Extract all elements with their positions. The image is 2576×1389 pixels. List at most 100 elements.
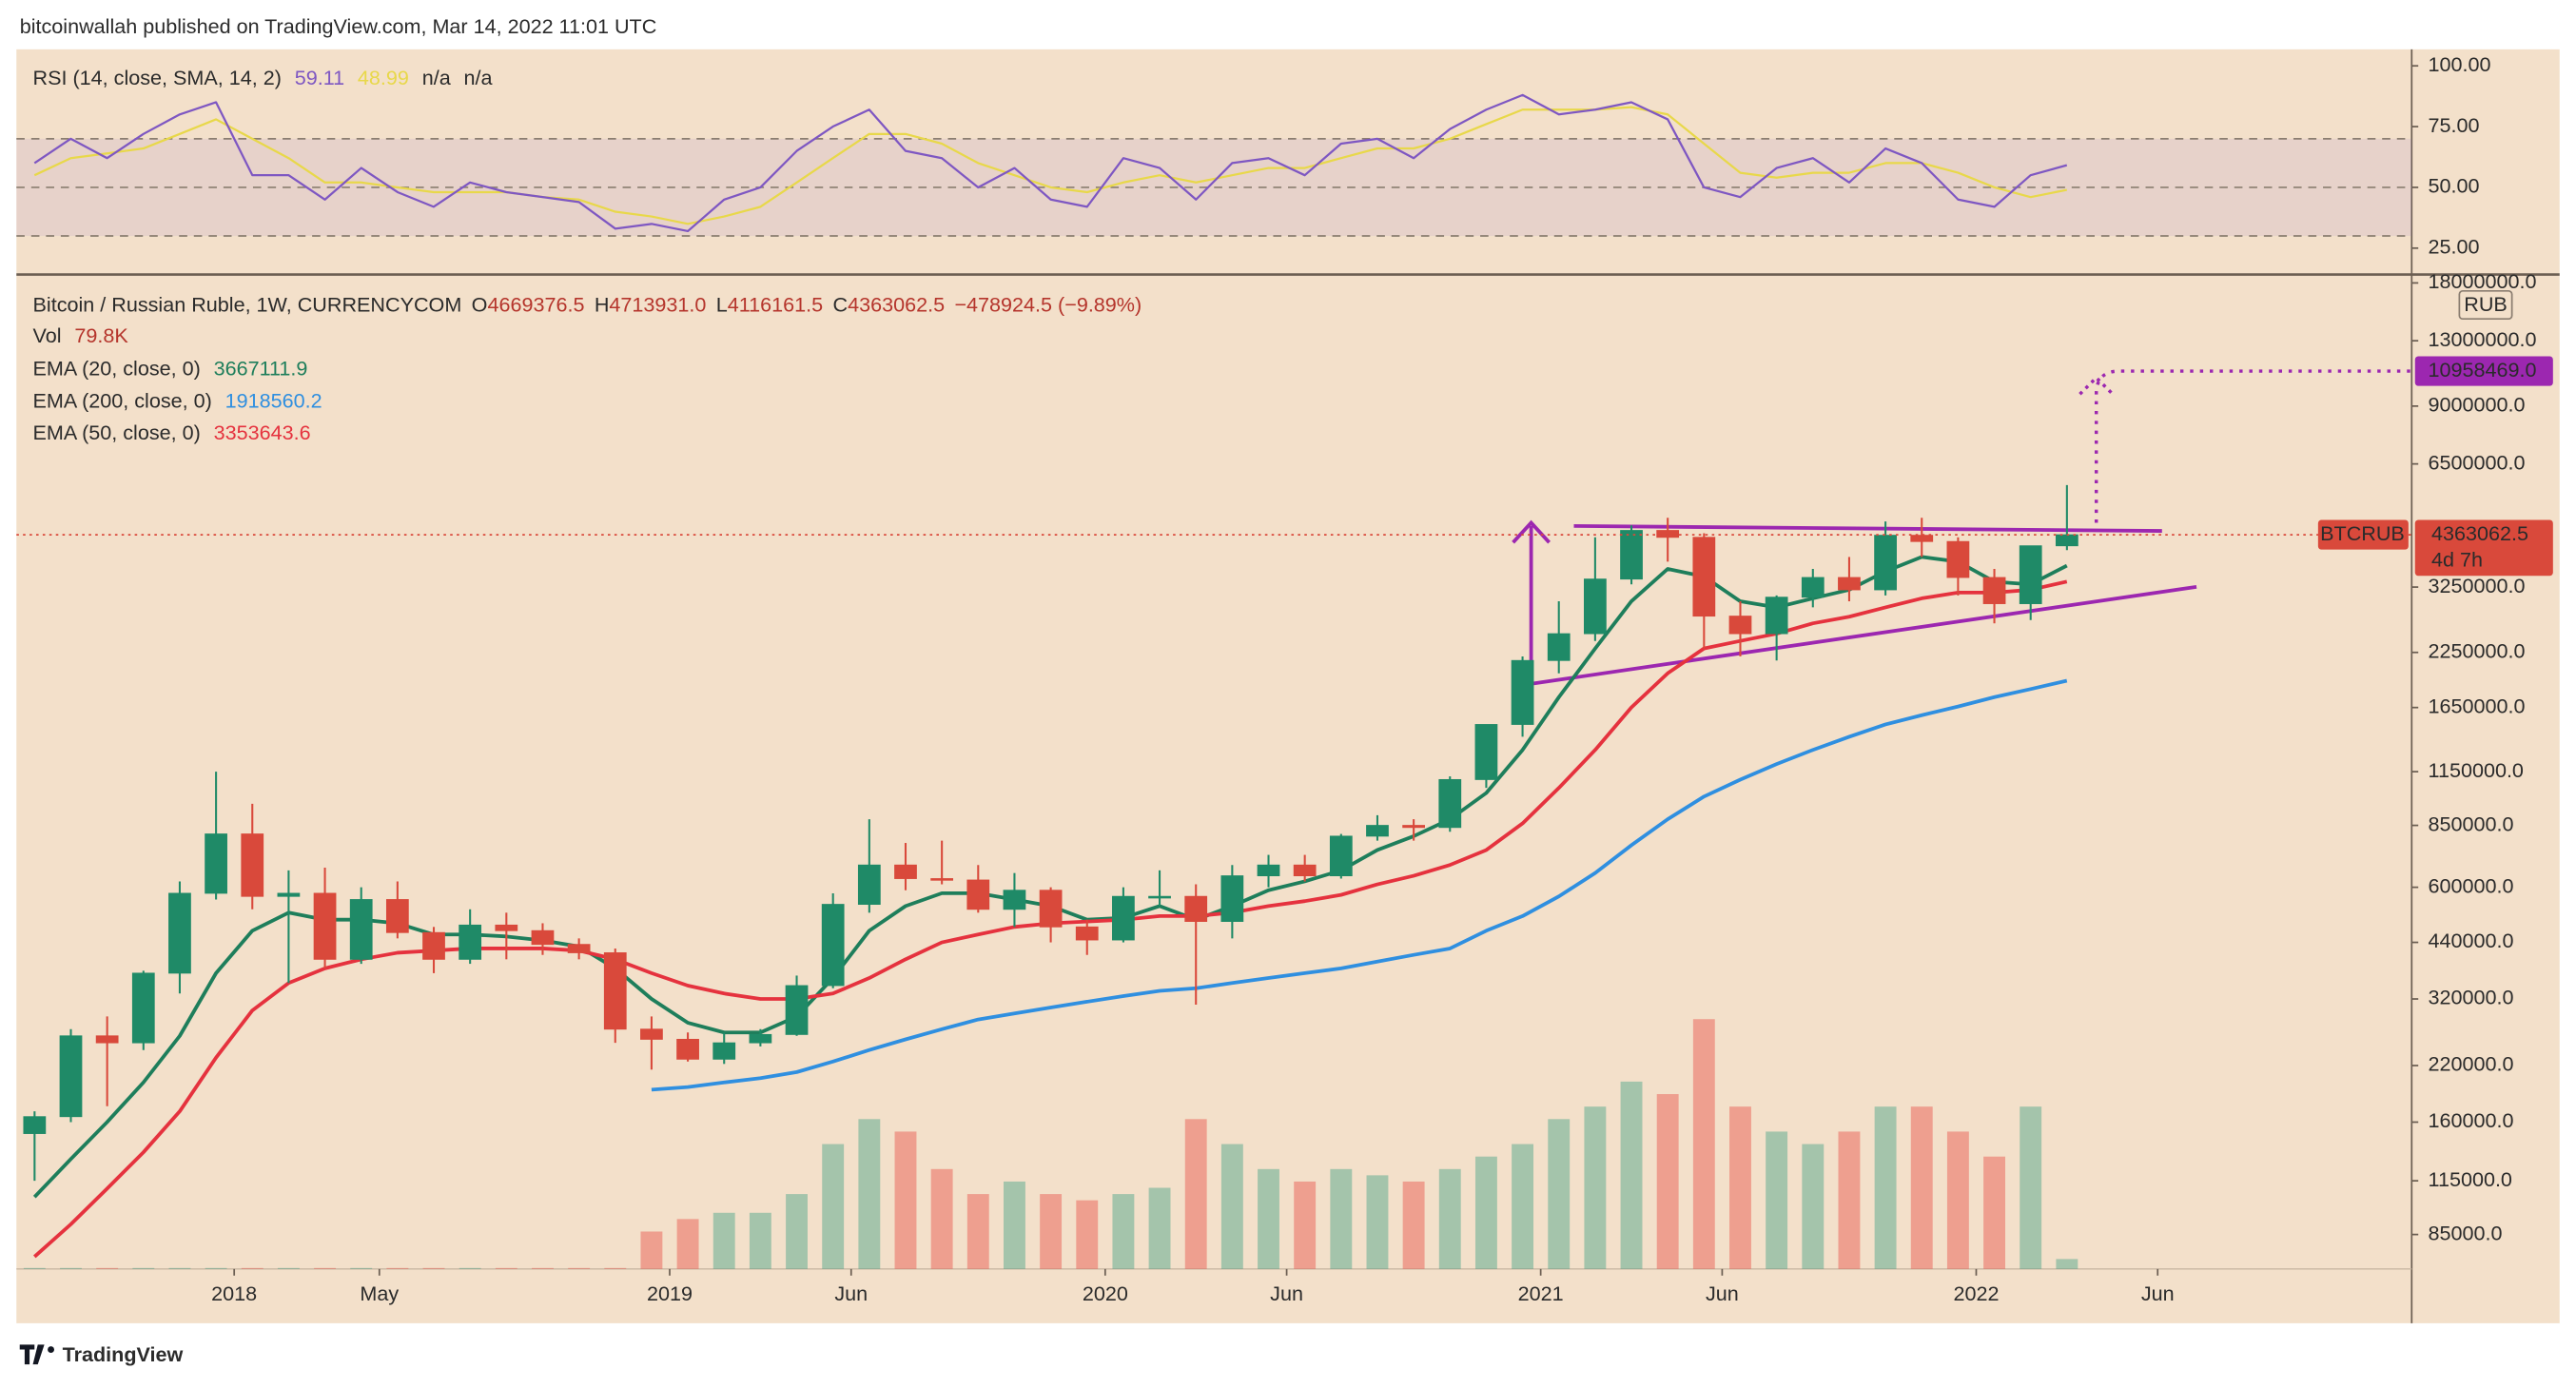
candle-body	[857, 864, 881, 906]
y-tick-label: 100.00	[2429, 52, 2491, 76]
x-tick-label: 2020	[1083, 1281, 1128, 1305]
candle-body	[1838, 577, 1861, 591]
volume-bar	[96, 1267, 119, 1269]
y-tick-label: 75.00	[2429, 113, 2480, 137]
candle-body	[1874, 535, 1897, 591]
volume-bar	[822, 1144, 845, 1269]
candle-body	[23, 1116, 47, 1134]
y-tick-label: 115000.0	[2429, 1167, 2512, 1191]
volume-legend: Vol 79.8K	[33, 323, 129, 347]
ema-value: 3353643.6	[214, 421, 311, 444]
brand-logo	[19, 1344, 54, 1365]
candle-body	[1220, 875, 1244, 922]
volume-bar	[1220, 1144, 1243, 1269]
volume-bar	[1184, 1119, 1207, 1269]
ohlc-value: 4669376.5	[487, 292, 584, 316]
volume-bar	[930, 1168, 953, 1269]
volume-bar	[132, 1267, 155, 1269]
target-tag	[2414, 356, 2553, 386]
volume-bar	[314, 1267, 337, 1269]
volume-bar	[1983, 1156, 2005, 1269]
volume-bar	[640, 1231, 663, 1269]
candle-body	[1402, 825, 1425, 829]
candle-body	[531, 929, 555, 946]
candle-body	[168, 892, 191, 974]
target-label: 10958469.0	[2429, 358, 2537, 381]
x-tick-label: 2021	[1518, 1281, 1564, 1305]
support-line	[1531, 584, 2197, 686]
symbol-tag-label: BTCRUB	[2320, 521, 2405, 545]
volume-bar	[1584, 1106, 1607, 1269]
candle-body	[1620, 530, 1643, 580]
volume-bar	[1004, 1181, 1025, 1269]
target-projection	[2094, 369, 2412, 523]
volume-bar	[1040, 1194, 1063, 1269]
rsi-line	[33, 106, 2068, 225]
candle-body	[1728, 616, 1752, 635]
y-tick-label: 25.00	[2429, 235, 2480, 259]
ohlc-key: C	[833, 292, 849, 316]
volume-bar	[168, 1267, 191, 1269]
x-tick-label: May	[360, 1281, 399, 1305]
volume-bar	[1946, 1131, 1969, 1269]
volume-bar	[1402, 1181, 1425, 1269]
candle-body	[712, 1042, 736, 1060]
volume-bar	[1512, 1144, 1534, 1269]
volume-bar	[858, 1119, 881, 1269]
symbol-title: Bitcoin / Russian Ruble, 1W, CURRENCYCOM	[33, 292, 462, 316]
volume-bar	[786, 1194, 808, 1269]
symbol-tag	[2317, 519, 2409, 550]
y-tick-label: 9000000.0	[2429, 393, 2526, 417]
ohlc-key: L	[716, 292, 728, 316]
candle-body	[894, 864, 917, 879]
main-legend: Bitcoin / Russian Ruble, 1W, CURRENCYCOM…	[33, 292, 1142, 316]
ema-name: EMA (50, close, 0)	[33, 421, 201, 444]
candle-body	[1765, 597, 1788, 635]
candle-body	[603, 952, 627, 1030]
candle-body	[930, 878, 954, 881]
volume-bar	[1438, 1168, 1461, 1269]
volume-value: 79.8K	[74, 323, 128, 347]
currency-box	[2458, 289, 2513, 321]
candle-body	[1257, 864, 1280, 876]
candle-body	[313, 892, 337, 960]
volume-bar	[1874, 1106, 1897, 1269]
candle-body	[1366, 825, 1389, 837]
candle-body	[1910, 535, 1934, 542]
ema-legend: EMA (200, close, 0) 1918560.2	[33, 388, 322, 412]
rsi-legend-title: RSI (14, close, SMA, 14, 2)	[33, 66, 282, 89]
y-tick-label: 850000.0	[2429, 812, 2514, 835]
ohlc-value: 4713931.0	[609, 292, 706, 316]
ema-line	[651, 678, 2068, 1092]
rsi-legend-value: 59.11	[295, 66, 344, 89]
change-label: −478924.5 (−9.89%)	[954, 292, 1142, 316]
x-tick-label: Jun	[1706, 1281, 1739, 1305]
volume-bar	[1474, 1156, 1497, 1269]
x-tick-label: Jun	[834, 1281, 868, 1305]
volume-bar	[1330, 1168, 1353, 1269]
y-tick-label: 1650000.0	[2429, 694, 2526, 717]
candle-body	[241, 833, 264, 897]
volume-bar	[1838, 1131, 1861, 1269]
volume-name: Vol	[33, 323, 62, 347]
candle-body	[676, 1038, 699, 1060]
y-tick-label: 160000.0	[2429, 1108, 2514, 1132]
ema-legend: EMA (20, close, 0) 3667111.9	[33, 356, 308, 380]
volume-bar	[205, 1267, 227, 1269]
volume-bar	[1802, 1144, 1825, 1269]
volume-bar	[241, 1267, 263, 1269]
volume-bar	[1148, 1187, 1171, 1269]
candle-body	[1293, 864, 1317, 876]
ema-legend: EMA (50, close, 0) 3353643.6	[33, 421, 311, 444]
volume-bar	[1366, 1175, 1389, 1269]
candle-body	[1075, 926, 1099, 941]
candle-body	[95, 1035, 119, 1044]
candle-body	[495, 924, 518, 931]
y-tick-label: 320000.0	[2429, 986, 2514, 1009]
y-tick-label: 220000.0	[2429, 1052, 2514, 1076]
candle-body	[2019, 545, 2042, 604]
y-tick-label: 6500000.0	[2429, 450, 2526, 474]
y-tick-label: 440000.0	[2429, 929, 2514, 952]
x-tick-label: 2018	[211, 1281, 257, 1305]
